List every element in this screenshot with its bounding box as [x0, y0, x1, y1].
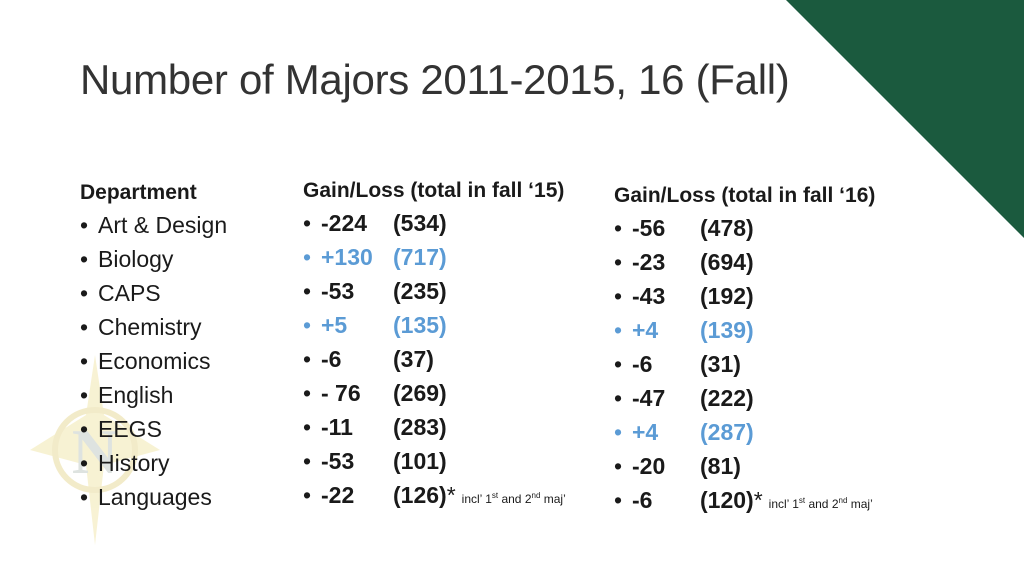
gain-value: -6 — [632, 351, 653, 377]
gain-value: -22 — [321, 482, 355, 508]
list-item: -6 (37) — [303, 342, 566, 376]
list-item: -53 (235) — [303, 274, 566, 308]
total-value: (717) — [393, 244, 447, 270]
list-item: Chemistry — [80, 310, 227, 344]
fall16-header: Gain/Loss (total in fall ‘16) — [614, 184, 876, 207]
gain-value: -56 — [632, 215, 666, 241]
list-item: -22 (126)* incl’ 1st and 2nd maj’ — [303, 478, 566, 512]
list-item: History — [80, 446, 227, 480]
list-item: CAPS — [80, 276, 227, 310]
department-list: Art & Design Biology CAPS Chemistry Econ… — [80, 208, 227, 514]
total-value: (126) — [393, 482, 447, 508]
total-value: (101) — [393, 448, 447, 474]
gain-value: -47 — [632, 385, 666, 411]
slide-title: Number of Majors 2011-2015, 16 (Fall) — [80, 56, 790, 103]
gain-value: -11 — [321, 414, 353, 440]
list-item: - 76 (269) — [303, 376, 566, 410]
list-item: -43 (192) — [614, 279, 875, 313]
list-item: -47 (222) — [614, 381, 875, 415]
gain-value: -53 — [321, 448, 355, 474]
total-value: (222) — [700, 385, 754, 411]
total-value: (478) — [700, 215, 754, 241]
department-header: Department — [80, 181, 197, 204]
fall16-column: Gain/Loss (total in fall ‘16) -56 (478) -… — [614, 178, 875, 517]
gain-value: -43 — [632, 283, 666, 309]
gain-value: +4 — [632, 317, 659, 343]
total-value: (81) — [700, 453, 741, 479]
total-value: (192) — [700, 283, 754, 309]
total-value: (283) — [393, 414, 447, 440]
gain-value: -20 — [632, 453, 666, 479]
list-item: -23 (694) — [614, 245, 875, 279]
gain-value: -6 — [632, 487, 653, 513]
total-value: (139) — [700, 317, 754, 343]
gain-value: -6 — [321, 346, 342, 372]
list-item: +4 (139) — [614, 313, 875, 347]
department-column: Department Art & Design Biology CAPS Che… — [80, 178, 227, 514]
list-item: -56 (478) — [614, 211, 875, 245]
total-value: (534) — [393, 210, 447, 236]
total-value: (31) — [700, 351, 741, 377]
total-value: (120) — [700, 487, 754, 513]
asterisk: * — [446, 482, 456, 508]
footnote: incl’ 1st and 2nd maj’ — [768, 496, 873, 511]
list-item: +4 (287) — [614, 415, 875, 449]
fall15-header: Gain/Loss (total in fall ‘15) — [303, 179, 565, 202]
list-item: -53 (101) — [303, 444, 566, 478]
total-value: (37) — [393, 346, 434, 372]
total-value: (269) — [393, 380, 447, 406]
total-value: (135) — [393, 312, 447, 338]
list-item: -6 (120)* incl’ 1st and 2nd maj’ — [614, 483, 875, 517]
asterisk: * — [753, 487, 763, 513]
list-item: Languages — [80, 480, 227, 514]
list-item: EEGS — [80, 412, 227, 446]
total-value: (287) — [700, 419, 754, 445]
list-item: -6 (31) — [614, 347, 875, 381]
gain-value: -53 — [321, 278, 355, 304]
footnote: incl’ 1st and 2nd maj’ — [461, 491, 566, 506]
list-item: Biology — [80, 242, 227, 276]
gain-value: - 76 — [321, 380, 361, 406]
list-item: -11 (283) — [303, 410, 566, 444]
gain-value: +5 — [321, 312, 348, 338]
list-item: +5 (135) — [303, 308, 566, 342]
gain-value: -224 — [321, 210, 368, 236]
list-item: Economics — [80, 344, 227, 378]
list-item: Art & Design — [80, 208, 227, 242]
list-item: -224 (534) — [303, 206, 566, 240]
list-item: English — [80, 378, 227, 412]
fall16-list: -56 (478) -23 (694) -43 (192) +4 (139) -6 (31… — [614, 211, 875, 517]
gain-value: -23 — [632, 249, 666, 275]
corner-accent-triangle — [786, 0, 1024, 238]
gain-value: +130 — [321, 244, 373, 270]
total-value: (694) — [700, 249, 754, 275]
fall15-column: Gain/Loss (total in fall ‘15) -224 (534) … — [303, 178, 566, 512]
list-item: +130 (717) — [303, 240, 566, 274]
total-value: (235) — [393, 278, 447, 304]
gain-value: +4 — [632, 419, 659, 445]
list-item: -20 (81) — [614, 449, 875, 483]
fall15-list: -224 (534) +130 (717) -53 (235) +5 (135) -6 (… — [303, 206, 566, 512]
